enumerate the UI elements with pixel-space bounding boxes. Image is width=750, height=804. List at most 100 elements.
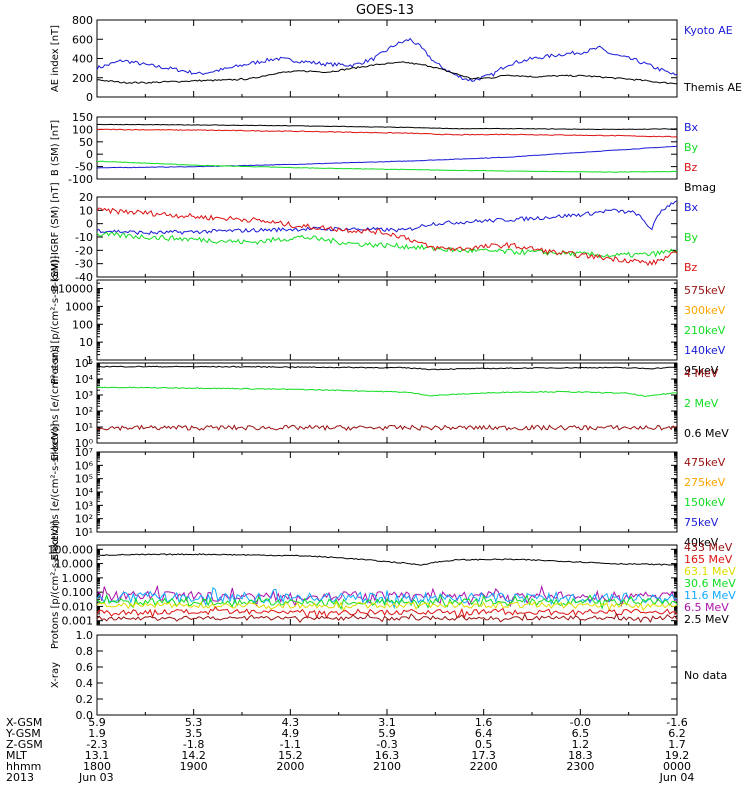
xrow-value-0-5: -0.0 <box>570 716 591 729</box>
ytick-label-protons1-0: 1 <box>86 354 93 367</box>
series-protons2-5 <box>96 606 678 620</box>
ytick-label-electrons1-2: 10² <box>75 405 93 418</box>
legend-bsm-3: Bmag <box>684 181 716 194</box>
ytick-label-electrons2-2: 10³ <box>75 499 93 512</box>
xrow-value-4-6: 0000 <box>663 760 691 773</box>
series-electrons1-0 <box>96 365 678 371</box>
xrow-value-1-6: 6.2 <box>668 727 686 740</box>
ytick-label-bsm-5: 150 <box>72 111 93 124</box>
xrow-value-4-5: 2300 <box>566 760 594 773</box>
ylabel-protons1: Protons [p/(cm²-s-sr-keV)] <box>50 256 61 384</box>
chart-title: GOES-13 <box>356 3 414 18</box>
ytick-label-electrons2-3: 10⁴ <box>75 486 94 499</box>
ylabel-electrons2: Electrons [e/(cm²-s-sr-keV)] <box>50 423 61 560</box>
xrow-value-4-1: 1900 <box>180 760 208 773</box>
xrow-value-2-0: -2.3 <box>86 738 107 751</box>
xrow-value-4-3: 2100 <box>373 760 401 773</box>
xrow-value-3-6: 19.2 <box>665 749 690 762</box>
legend-protons1-3: 140keV <box>684 344 726 357</box>
legend-bigrf-0: Bx <box>684 201 699 214</box>
ytick-label-xray-3: 0.6 <box>76 661 94 674</box>
ytick-label-electrons1-5: 10⁵ <box>75 357 93 370</box>
ytick-label-xray-4: 0.8 <box>76 645 94 658</box>
ylabel-ae: AE index [nT] <box>50 25 61 92</box>
series-bsm-2 <box>96 128 678 138</box>
ytick-label-bsm-2: 0 <box>86 148 93 161</box>
ytick-label-protons2-1: 0.010 <box>62 600 94 613</box>
ytick-label-protons1-1: 10 <box>79 336 93 349</box>
legend-protons1-2: 210keV <box>684 324 726 337</box>
ytick-label-protons2-5: 100.000 <box>48 543 94 556</box>
legend-bsm-1: By <box>684 141 699 154</box>
legend-protons1-1: 300keV <box>684 304 726 317</box>
ytick-label-electrons2-5: 10⁶ <box>75 459 94 472</box>
ytick-label-bigrf-4: 0 <box>86 218 93 231</box>
legend-protons2-3: 30.6 MeV <box>684 577 736 590</box>
xrow-value-0-1: 5.3 <box>185 716 203 729</box>
ytick-label-electrons2-0: 10¹ <box>75 526 93 539</box>
ytick-label-bigrf-6: 20 <box>79 191 93 204</box>
xrow-label-2: Z-GSM <box>6 738 43 751</box>
xrow-value-1-2: 4.9 <box>282 727 300 740</box>
ytick-label-bsm-4: 100 <box>72 123 93 136</box>
series-protons2-6 <box>96 612 678 624</box>
panel-frame-ae <box>96 19 678 98</box>
xrow-value-5-6: Jun 04 <box>659 771 695 784</box>
xrow-value-4-4: 2200 <box>470 760 498 773</box>
ytick-label-xray-2: 0.4 <box>76 677 94 690</box>
ytick-label-bigrf-3: -10 <box>75 231 93 244</box>
legend-electrons1-1: 2 MeV <box>684 397 719 410</box>
panel-frame-protons1 <box>96 279 678 361</box>
xrow-value-3-2: 15.2 <box>278 749 303 762</box>
xrow-value-0-0: 5.9 <box>88 716 106 729</box>
ytick-label-xray-5: 1.0 <box>76 629 94 642</box>
legend-electrons2-3: 75keV <box>684 516 719 529</box>
series-protons2-3 <box>96 593 678 611</box>
xrow-value-2-1: -1.8 <box>183 738 204 751</box>
ytick-label-electrons1-4: 10⁴ <box>75 373 94 386</box>
ytick-label-electrons2-4: 10⁵ <box>75 473 93 486</box>
panel-frame-electrons1 <box>96 362 678 444</box>
xrow-value-0-3: 3.1 <box>378 716 396 729</box>
legend-bsm-0: Bx <box>684 121 699 134</box>
xrow-value-0-6: -1.6 <box>666 716 687 729</box>
xrow-value-1-5: 6.5 <box>572 727 590 740</box>
xrow-value-3-5: 18.3 <box>568 749 593 762</box>
series-bigrf-2 <box>96 207 678 267</box>
xrow-value-2-4: 0.5 <box>475 738 493 751</box>
ytick-label-electrons2-6: 10⁷ <box>75 446 93 459</box>
ytick-label-electrons1-1: 10¹ <box>75 421 93 434</box>
legend-protons1-0: 575keV <box>684 284 726 297</box>
ytick-label-bsm-3: 50 <box>79 136 93 149</box>
ylabel-xray: X-ray <box>50 662 61 688</box>
legend-electrons1-0: 4 MeV <box>684 367 719 380</box>
ytick-label-bsm-1: -50 <box>75 161 93 174</box>
series-bigrf-0 <box>96 200 678 236</box>
xrow-label-4: hhmm <box>6 760 41 773</box>
xrow-value-2-3: -0.3 <box>376 738 397 751</box>
series-ae-0 <box>96 37 678 82</box>
xrow-value-5-0: Jun 03 <box>78 771 114 784</box>
legend-protons2-4: 11.6 MeV <box>684 589 736 602</box>
panel-frame-electrons2 <box>96 451 678 533</box>
legend-ae-1: Themis AE <box>683 81 742 94</box>
ytick-label-xray-0: 0.0 <box>76 709 94 722</box>
xrow-value-4-2: 2000 <box>276 760 304 773</box>
series-protons2-0 <box>96 553 678 566</box>
xrow-value-1-3: 5.9 <box>378 727 396 740</box>
series-protons2-2 <box>96 586 678 610</box>
xrow-value-0-4: 1.6 <box>475 716 493 729</box>
series-ae-1 <box>96 61 678 85</box>
xrow-value-3-3: 16.3 <box>375 749 400 762</box>
ytick-label-electrons1-3: 10³ <box>75 389 93 402</box>
ytick-label-protons2-2: 0.100 <box>62 586 94 599</box>
series-electrons1-1 <box>96 386 678 397</box>
xrow-value-2-5: 1.2 <box>572 738 590 751</box>
legend-electrons2-1: 275keV <box>684 476 726 489</box>
ytick-label-protons2-0: 0.001 <box>62 615 94 628</box>
series-electrons1-2 <box>96 424 678 432</box>
xrow-value-1-4: 6.4 <box>475 727 493 740</box>
xrow-value-2-6: 1.7 <box>668 738 686 751</box>
ytick-label-bigrf-0: -40 <box>75 271 93 284</box>
